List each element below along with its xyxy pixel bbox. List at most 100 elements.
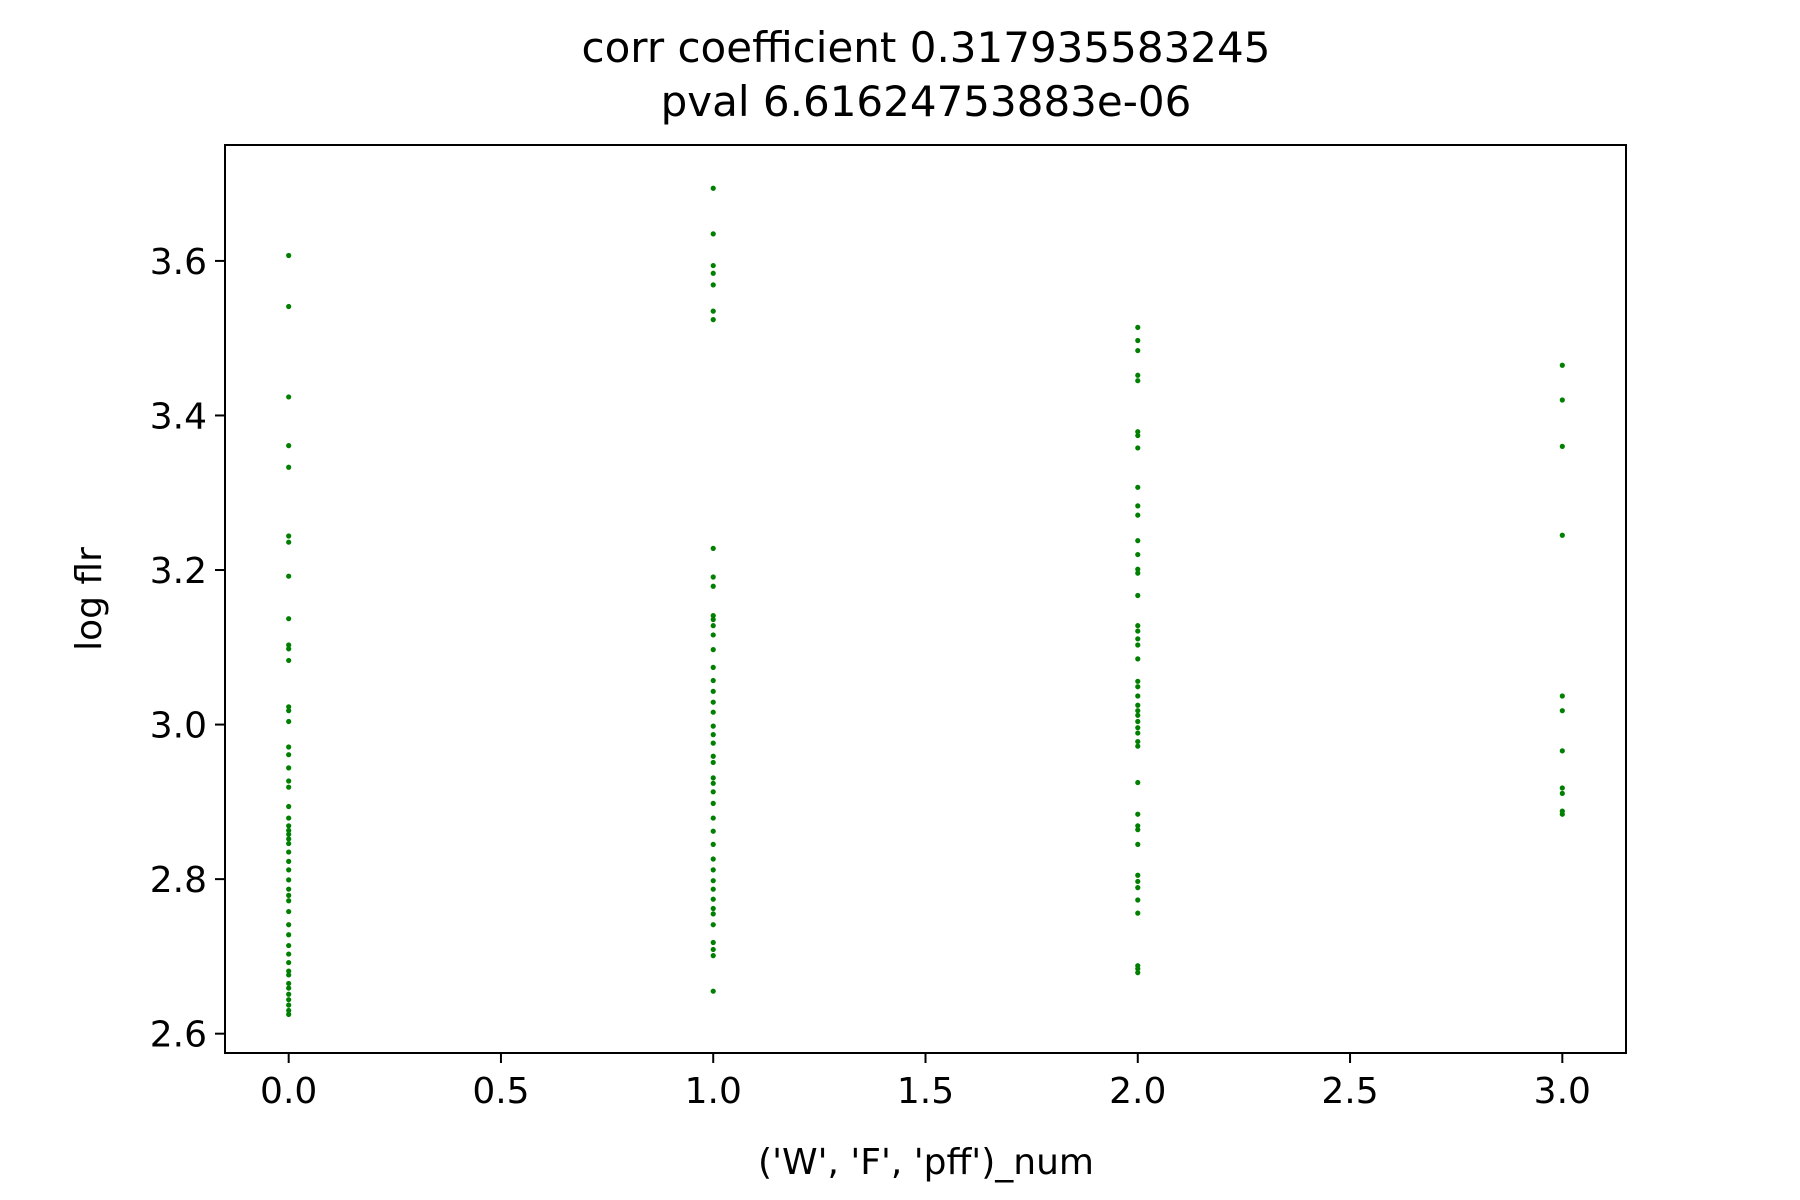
data-point: [710, 828, 716, 834]
data-point: [710, 262, 716, 269]
data-point: [286, 539, 292, 545]
data-point: [1135, 678, 1141, 684]
data-point: [710, 815, 716, 821]
data-point: [710, 623, 716, 629]
plot-area: [224, 144, 1627, 1054]
x-axis-label: ('W', 'F', 'pff')_num: [758, 1142, 1094, 1183]
data-point: [286, 718, 292, 725]
data-point: [710, 775, 716, 781]
data-point: [710, 800, 716, 806]
data-point: [1135, 570, 1141, 576]
data-point: [1135, 623, 1141, 629]
y-tick-label: 3.2: [150, 551, 207, 592]
data-point: [1135, 503, 1141, 509]
data-point: [286, 303, 292, 310]
data-point: [286, 443, 292, 449]
data-point: [286, 831, 292, 837]
data-point: [710, 723, 716, 729]
data-point: [1135, 693, 1141, 699]
data-point: [710, 632, 716, 638]
data-point: [1135, 592, 1141, 599]
data-point: [710, 185, 716, 191]
data-point: [710, 905, 716, 912]
data-point: [286, 892, 292, 898]
chart-title: corr coefficient 0.317935583245: [582, 23, 1271, 72]
data-point: [1135, 708, 1141, 714]
data-point: [710, 677, 716, 684]
data-point: [1135, 725, 1141, 731]
data-point: [286, 1002, 292, 1008]
data-point: [710, 709, 716, 715]
data-point: [286, 784, 292, 790]
data-point: [1559, 397, 1565, 403]
data-point: [710, 688, 716, 694]
data-point: [1135, 372, 1141, 378]
data-point: [286, 815, 292, 821]
data-point: [1135, 538, 1141, 544]
data-point: [286, 877, 292, 883]
data-point: [286, 980, 292, 987]
data-point: [1559, 811, 1565, 817]
data-point: [1559, 693, 1565, 699]
data-point: [286, 646, 292, 652]
data-point: [1135, 743, 1141, 749]
data-point: [286, 886, 292, 892]
x-tick-label: 1.0: [685, 1071, 742, 1112]
y-tick-label: 2.8: [150, 860, 207, 901]
data-point: [1135, 712, 1141, 718]
data-point: [286, 765, 292, 771]
data-point: [1135, 512, 1141, 518]
data-point: [710, 270, 716, 276]
data-point: [1135, 897, 1141, 903]
data-point: [286, 252, 292, 259]
data-point: [710, 545, 716, 551]
x-tick-label: 0.0: [260, 1071, 317, 1112]
data-point: [1135, 636, 1141, 642]
data-point: [710, 896, 716, 902]
data-point: [710, 922, 716, 928]
data-point: [710, 317, 716, 323]
data-point: [710, 856, 716, 862]
data-point: [1135, 337, 1141, 344]
data-point: [1559, 785, 1565, 791]
data-point: [286, 985, 292, 991]
y-tick-label: 3.6: [150, 242, 207, 283]
data-point: [286, 752, 292, 758]
data-point: [710, 753, 716, 759]
data-point: [710, 732, 716, 738]
x-tick-label: 2.0: [1109, 1071, 1166, 1112]
data-point: [710, 886, 716, 892]
data-point: [710, 867, 716, 873]
data-point: [1135, 811, 1141, 817]
data-point: [286, 464, 292, 470]
data-point: [1135, 738, 1141, 745]
data-point: [286, 394, 292, 400]
data-point: [1135, 484, 1141, 490]
data-point: [710, 841, 716, 847]
data-point: [1135, 970, 1141, 976]
data-point: [286, 867, 292, 873]
x-tick-label: 3.0: [1534, 1071, 1591, 1112]
data-point: [1135, 730, 1141, 736]
data-points: [286, 185, 1565, 1017]
data-point: [710, 740, 716, 746]
data-point: [286, 616, 292, 622]
data-point: [286, 922, 292, 928]
data-point: [710, 583, 716, 589]
data-point: [1559, 748, 1565, 754]
data-point: [286, 823, 292, 829]
data-point: [1135, 910, 1141, 916]
data-point: [1559, 708, 1565, 714]
data-point: [286, 573, 292, 579]
data-point: [710, 616, 716, 623]
data-point: [286, 972, 292, 978]
data-point: [286, 908, 292, 915]
data-point: [1135, 432, 1141, 439]
data-point: [710, 911, 716, 917]
data-point: [710, 613, 716, 619]
y-tick-label: 3.4: [150, 396, 207, 437]
data-point: [710, 699, 716, 705]
data-point: [1135, 779, 1141, 786]
data-point: [710, 988, 716, 994]
